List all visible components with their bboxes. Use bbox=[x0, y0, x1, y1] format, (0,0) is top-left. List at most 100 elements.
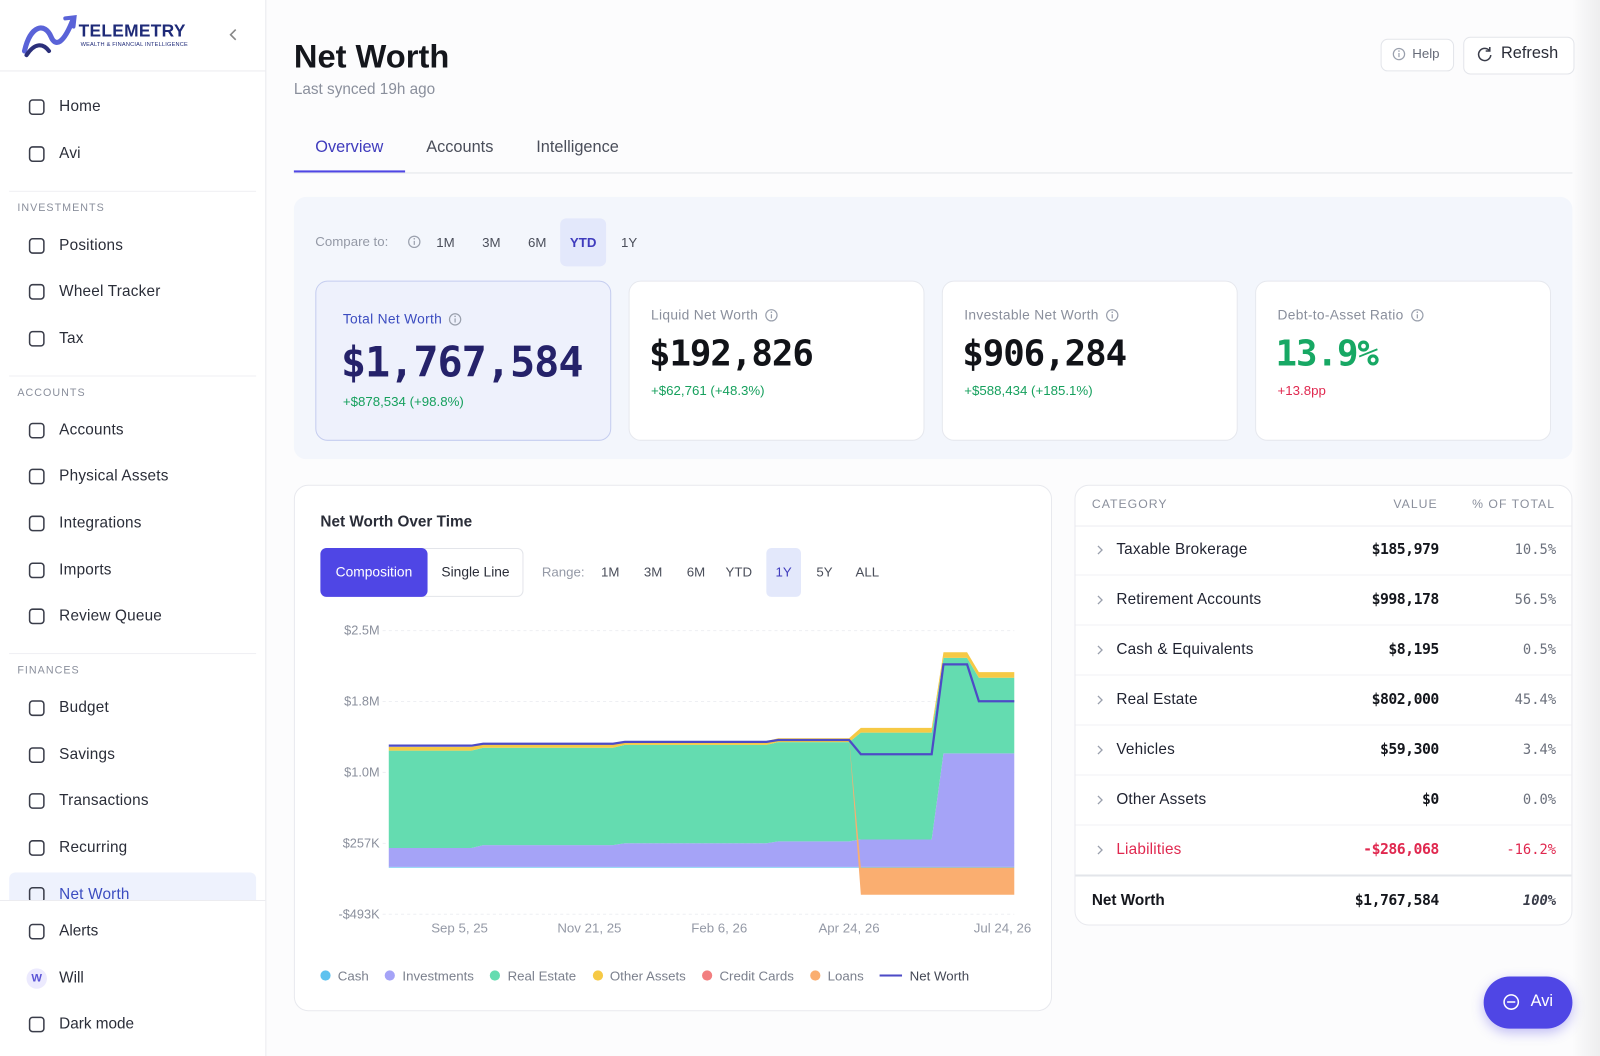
legend-item[interactable]: Credit Cards bbox=[702, 968, 794, 983]
nav-item[interactable]: Physical Assets bbox=[59, 467, 169, 486]
row-value: -$286,068 bbox=[1363, 841, 1439, 859]
nav-item[interactable]: Will bbox=[59, 968, 84, 987]
legend-label: Investments bbox=[402, 967, 474, 984]
legend-item[interactable]: Real Estate bbox=[490, 968, 576, 983]
card-label: Total Net Worth bbox=[342, 311, 443, 327]
compare-option[interactable]: YTD bbox=[560, 218, 607, 267]
row-value: $998,178 bbox=[1371, 591, 1440, 609]
legend-item[interactable]: Loans bbox=[810, 968, 864, 983]
nav-item[interactable]: Positions bbox=[59, 236, 124, 254]
mode-option[interactable]: Composition bbox=[320, 547, 428, 597]
column-header: CATEGORY bbox=[1091, 496, 1168, 512]
nav-icon bbox=[1097, 595, 1103, 605]
compare-option[interactable]: 3M bbox=[482, 234, 501, 250]
range-option[interactable]: ALL bbox=[855, 564, 880, 580]
refresh-button[interactable] bbox=[1463, 36, 1575, 75]
nav-icon bbox=[28, 284, 45, 300]
compare-option[interactable]: 1M bbox=[436, 234, 455, 250]
metric-card[interactable] bbox=[1255, 280, 1552, 441]
row-name[interactable]: Real Estate bbox=[1116, 690, 1198, 709]
row-percent: 0.5% bbox=[1522, 641, 1557, 659]
row-value: $185,979 bbox=[1371, 541, 1440, 559]
tagline: WEALTH & FINANCIAL INTELLIGENCE bbox=[80, 41, 188, 48]
will-badge: W bbox=[31, 972, 43, 985]
tab[interactable]: Overview bbox=[293, 128, 405, 173]
card-value: 13.9% bbox=[1275, 333, 1379, 375]
row-value: $0 bbox=[1421, 791, 1439, 809]
row-value: $59,300 bbox=[1379, 741, 1439, 759]
legend-label: Credit Cards bbox=[719, 967, 794, 984]
nav-item[interactable]: Review Queue bbox=[59, 607, 163, 625]
row-percent: 3.4% bbox=[1522, 741, 1557, 759]
nav-icon bbox=[1503, 994, 1520, 1010]
nav-icon bbox=[1097, 545, 1103, 555]
nav-icon bbox=[1411, 309, 1424, 322]
nav-icon bbox=[28, 700, 45, 717]
legend-item[interactable]: Other Assets bbox=[592, 968, 686, 983]
legend-dot bbox=[592, 970, 603, 981]
nav-item[interactable]: Avi bbox=[59, 144, 81, 162]
nav-item[interactable]: Alerts bbox=[59, 922, 99, 940]
range-option[interactable]: 1M bbox=[600, 564, 620, 580]
row-name[interactable]: Other Assets bbox=[1116, 790, 1207, 809]
nav-item[interactable]: Accounts bbox=[59, 421, 124, 439]
nav-icon bbox=[28, 422, 45, 439]
range-option[interactable]: YTD bbox=[725, 564, 753, 580]
compare-option[interactable]: 6M bbox=[528, 234, 547, 250]
legend-dot bbox=[702, 970, 713, 981]
tab[interactable]: Intelligence bbox=[536, 138, 619, 157]
row-name[interactable]: Cash & Equivalents bbox=[1116, 640, 1254, 659]
nav-icon bbox=[28, 793, 45, 810]
nav-item[interactable]: Dark mode bbox=[59, 1015, 135, 1033]
mode-option[interactable]: Single Line bbox=[441, 564, 510, 580]
legend-item[interactable]: Net Worth bbox=[880, 968, 969, 983]
nav-icon bbox=[408, 235, 421, 249]
page-subtitle: Last synced 19h ago bbox=[293, 80, 436, 98]
legend-line bbox=[880, 974, 903, 977]
tabs: Overview Accounts Intelligence bbox=[293, 128, 1573, 174]
nav-item[interactable]: Imports bbox=[59, 560, 112, 579]
nav-item[interactable]: Transactions bbox=[59, 792, 149, 810]
nav-item[interactable]: Recurring bbox=[59, 838, 128, 857]
metric-card[interactable] bbox=[941, 280, 1238, 441]
collapse-button[interactable] bbox=[227, 28, 241, 42]
nav-item[interactable]: Tax bbox=[59, 329, 84, 347]
nav-icon bbox=[28, 608, 45, 625]
range-option[interactable]: 5Y bbox=[816, 564, 833, 580]
range-option[interactable]: 1Y bbox=[766, 547, 802, 597]
row-name[interactable]: Retirement Accounts bbox=[1116, 590, 1262, 609]
footer-rule bbox=[1075, 874, 1572, 877]
nav-item[interactable]: Wheel Tracker bbox=[59, 282, 161, 301]
range-option[interactable]: 3M bbox=[643, 564, 663, 580]
section-title: ACCOUNTS bbox=[17, 386, 86, 399]
compare-option[interactable]: 1Y bbox=[620, 234, 638, 250]
section-title: FINANCES bbox=[17, 664, 80, 677]
row-name[interactable]: Liabilities bbox=[1116, 840, 1182, 859]
nav-item[interactable]: Integrations bbox=[59, 514, 142, 532]
legend-dot bbox=[320, 970, 331, 981]
metric-card[interactable] bbox=[315, 280, 612, 441]
row-value: $802,000 bbox=[1371, 691, 1440, 709]
metric-card[interactable] bbox=[628, 280, 925, 441]
row-percent: 56.5% bbox=[1514, 591, 1557, 609]
range-option[interactable]: 6M bbox=[686, 564, 706, 580]
nav-icon bbox=[28, 145, 45, 162]
legend-item[interactable]: Investments bbox=[385, 968, 474, 983]
divider bbox=[9, 375, 257, 377]
tab[interactable]: Accounts bbox=[426, 138, 494, 157]
nav-icon bbox=[448, 313, 462, 326]
row-rule bbox=[1075, 774, 1572, 776]
nav-item[interactable]: Budget bbox=[59, 699, 109, 717]
divider bbox=[9, 190, 257, 192]
legend-item[interactable]: Cash bbox=[320, 968, 369, 983]
nav-item[interactable]: Net Worth bbox=[59, 885, 130, 903]
column-header: VALUE bbox=[1393, 496, 1438, 512]
will-badge-bg bbox=[26, 967, 47, 989]
nav-icon bbox=[28, 840, 45, 856]
row-name[interactable]: Vehicles bbox=[1116, 740, 1175, 759]
row-name[interactable]: Taxable Brokerage bbox=[1116, 540, 1248, 559]
nav-item[interactable]: Home bbox=[59, 97, 101, 116]
nav-item[interactable]: Savings bbox=[59, 745, 116, 764]
assistant-button[interactable] bbox=[1483, 976, 1573, 1029]
